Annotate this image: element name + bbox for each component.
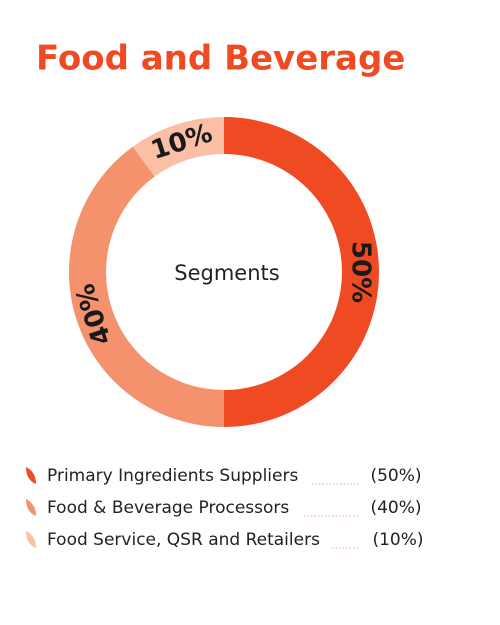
legend-swatch xyxy=(26,467,36,484)
legend-label: Food & Beverage Processors xyxy=(47,498,289,518)
legend-value: (10%) xyxy=(372,530,423,550)
slice-label: 50% xyxy=(346,241,376,303)
legend-swatch xyxy=(26,531,36,548)
legend-swatch xyxy=(26,499,36,516)
legend-value: (50%) xyxy=(370,466,421,486)
donut-slice xyxy=(224,117,379,427)
chart-title: Food and Beverage xyxy=(36,39,405,79)
legend-label: Primary Ingredients Suppliers xyxy=(47,466,298,486)
legend-label: Food Service, QSR and Retailers xyxy=(47,530,320,550)
donut-slice xyxy=(132,117,224,177)
center-label: Segments xyxy=(174,261,279,285)
legend-value: (40%) xyxy=(370,498,421,518)
donut-slice xyxy=(69,146,224,428)
